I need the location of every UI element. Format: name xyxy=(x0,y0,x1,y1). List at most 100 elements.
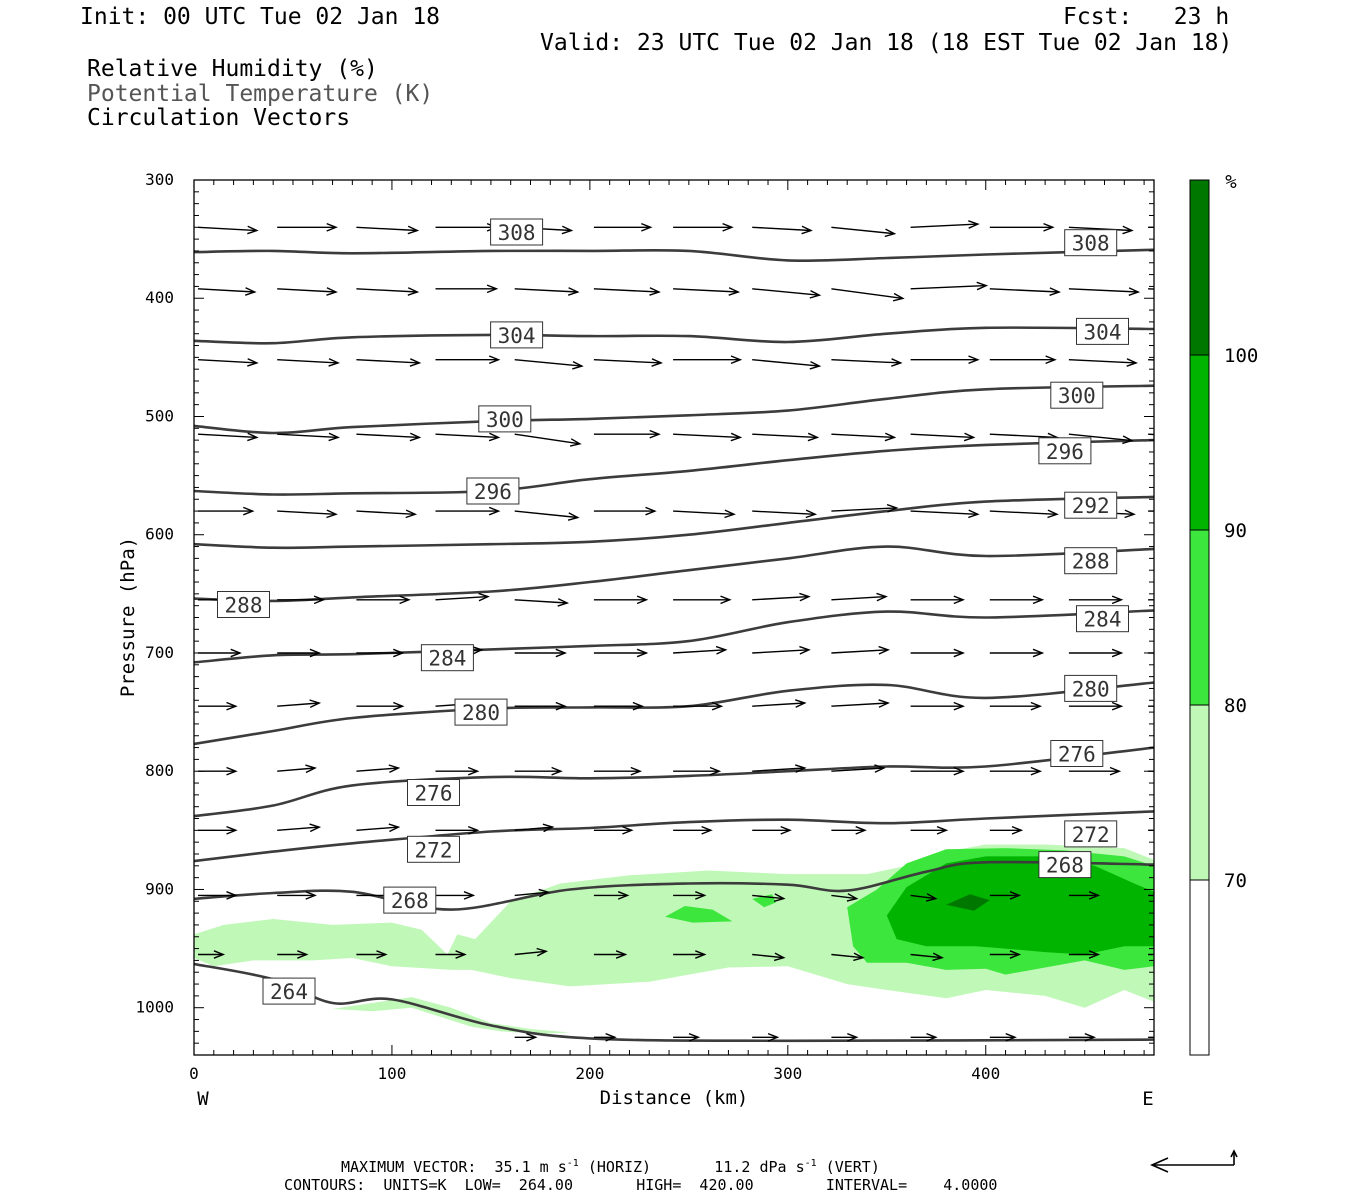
vector-arrow xyxy=(514,433,582,447)
vector-arrow xyxy=(198,766,238,776)
vector-arrow xyxy=(989,891,1022,900)
vector-arrow xyxy=(435,825,480,835)
max-vector-sup-1: -1 xyxy=(566,1158,579,1169)
x-axis-west-label: W xyxy=(197,1088,209,1110)
vector-arrow xyxy=(277,823,322,833)
x-tick-label: 400 xyxy=(971,1064,1000,1083)
vector-arrow xyxy=(989,950,1022,959)
vector-arrow xyxy=(910,509,980,519)
theta-contour-300 xyxy=(194,384,1154,435)
potential-temperature-contours xyxy=(194,248,1154,1043)
vector-arrow xyxy=(989,648,1045,658)
max-vector-line: MAXIMUM VECTOR: 35.1 m s-1 (HORIZ) 11.2 … xyxy=(341,1159,880,1175)
vector-arrow xyxy=(356,432,422,442)
x-tick-label: 300 xyxy=(773,1064,802,1083)
vector-arrow xyxy=(277,358,340,367)
vector-arrow xyxy=(831,699,890,708)
vector-arrow xyxy=(831,288,905,302)
vector-arrow xyxy=(198,648,242,658)
vector-arrow xyxy=(593,506,657,516)
vector-arrow xyxy=(752,645,811,655)
vector-arrow xyxy=(673,825,713,835)
contour-label-text: 284 xyxy=(1084,608,1122,632)
contour-label-264: 264 xyxy=(262,977,316,1005)
vector-arrow xyxy=(989,287,1062,296)
y-axis-label: Pressure (hPa) xyxy=(117,537,139,697)
vector-arrow xyxy=(593,595,649,605)
colorbar-level-label: 100 xyxy=(1224,345,1258,367)
contour-label-text: 280 xyxy=(1072,677,1110,701)
contour-label-308: 308 xyxy=(1064,229,1118,257)
vector-arrow xyxy=(435,432,501,442)
vector-arrow xyxy=(673,891,707,900)
vector-arrow xyxy=(831,645,890,655)
x-tick-label: 0 xyxy=(189,1064,199,1083)
y-tick-label: 800 xyxy=(145,761,174,780)
vector-arrow xyxy=(277,222,338,232)
contour-label-272: 272 xyxy=(407,835,460,863)
vector-arrow xyxy=(673,645,728,655)
vector-arrow xyxy=(514,287,580,296)
vector-arrow xyxy=(831,358,903,367)
vector-arrow xyxy=(673,701,724,711)
vector-arrow xyxy=(198,950,226,959)
vector-arrow xyxy=(1068,287,1141,296)
theta-contour-304 xyxy=(194,326,1154,345)
contour-label-284: 284 xyxy=(1076,605,1129,633)
vector-arrow xyxy=(198,825,238,835)
vector-arrow xyxy=(989,766,1043,776)
vector-arrow xyxy=(1148,1036,1154,1039)
y-tick-label: 600 xyxy=(145,525,174,544)
vector-arrow xyxy=(910,648,965,658)
vector-arrow xyxy=(673,287,741,296)
contour-label-text: 280 xyxy=(462,701,500,725)
reference-vector-icon xyxy=(1150,1149,1238,1173)
vector-arrow xyxy=(514,1032,538,1042)
vector-arrow xyxy=(356,595,411,605)
max-vector-vert: (HORIZ) 11.2 dPa s xyxy=(578,1158,805,1176)
contour-label-text: 292 xyxy=(1072,494,1110,518)
contour-label-288: 288 xyxy=(217,591,270,618)
vector-arrow xyxy=(752,1032,780,1042)
contour-label-300: 300 xyxy=(478,405,532,433)
valid-time: Valid: 23 UTC Tue 02 Jan 18 (18 EST Tue … xyxy=(540,30,1233,56)
field-theta: Potential Temperature (K) xyxy=(87,81,434,107)
vector-arrow xyxy=(910,825,949,835)
vector-arrow xyxy=(356,648,405,658)
vector-arrow xyxy=(197,287,257,296)
vector-arrow xyxy=(673,950,707,959)
vector-arrow xyxy=(435,592,490,602)
vector-arrow xyxy=(910,701,965,711)
vector-arrow xyxy=(1068,950,1101,959)
y-tick-label: 500 xyxy=(145,406,174,425)
vector-arrow xyxy=(910,766,965,776)
vector-arrow xyxy=(673,432,743,442)
colorbar-segment xyxy=(1189,879,1210,1056)
vector-arrow xyxy=(989,355,1057,365)
contour-label-296: 296 xyxy=(466,477,520,505)
vector-arrow xyxy=(989,509,1059,519)
contour-label-text: 284 xyxy=(428,647,466,671)
max-vector-sup-2: -1 xyxy=(804,1158,817,1169)
contour-label-276: 276 xyxy=(407,779,460,806)
vector-arrow xyxy=(910,893,938,902)
contour-label-text: 288 xyxy=(225,594,263,618)
vector-arrow xyxy=(673,766,722,776)
vector-arrow xyxy=(752,893,786,902)
vector-arrow xyxy=(989,1032,1017,1042)
theta-contour-276 xyxy=(194,746,1154,818)
vector-arrow xyxy=(593,648,649,658)
colorbar-segment xyxy=(1189,354,1210,531)
vector-arrow xyxy=(752,432,820,442)
vector-arrow xyxy=(752,509,818,519)
vector-arrow xyxy=(1068,1032,1096,1042)
vector-arrow xyxy=(593,825,634,835)
vector-arrow xyxy=(673,222,734,232)
rh-region-90-5 xyxy=(886,856,1154,955)
contour-label-296: 296 xyxy=(1038,437,1092,465)
contour-label-268: 268 xyxy=(383,886,437,914)
contour-label-text: 308 xyxy=(498,221,536,245)
vector-arrow xyxy=(1148,599,1154,601)
circulation-vectors xyxy=(197,220,1154,1042)
vector-arrow xyxy=(910,220,980,229)
